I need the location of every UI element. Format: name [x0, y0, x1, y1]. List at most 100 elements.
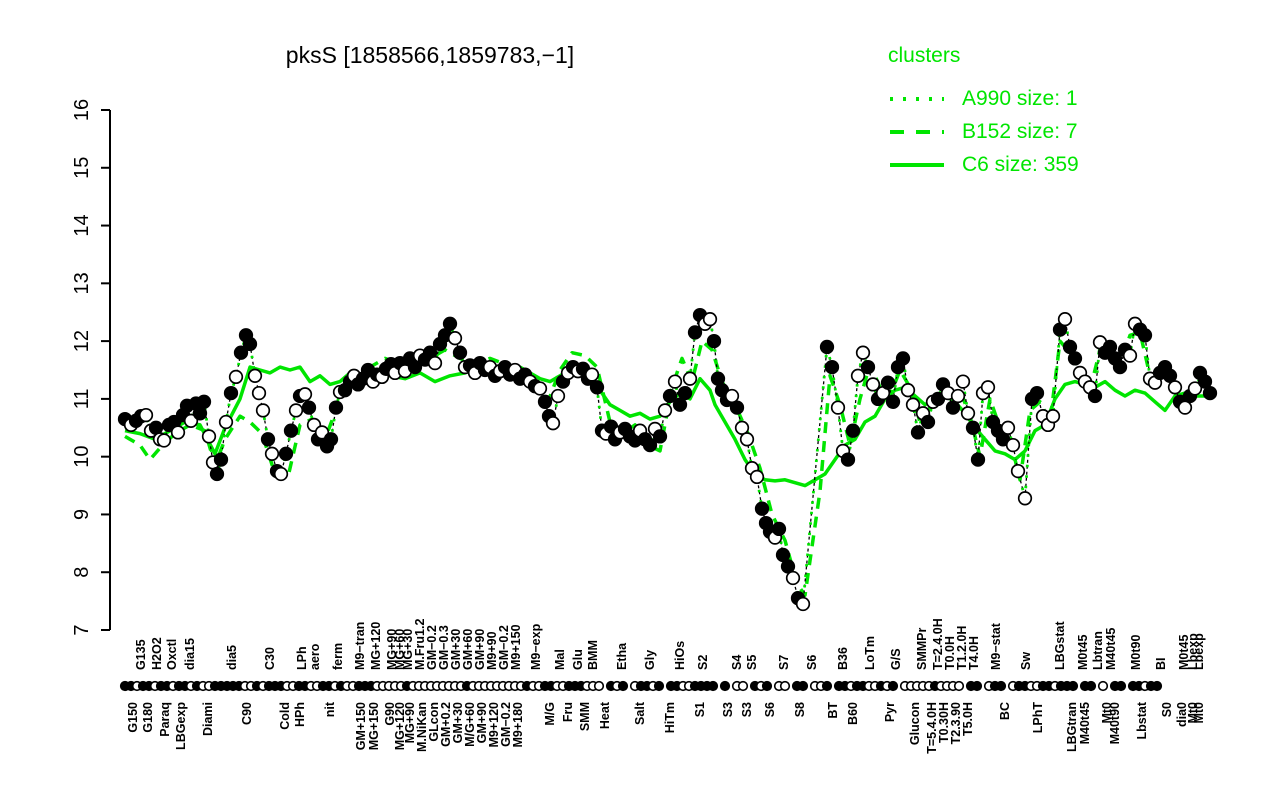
x-label-top: LBGstat	[1053, 621, 1067, 670]
gene-point-filled	[754, 501, 770, 516]
x-label-bottom: Diami	[201, 702, 215, 736]
x-label-bottom: GLcon	[427, 702, 441, 742]
gene-point-filled	[223, 385, 239, 401]
gene-point-filled	[920, 414, 936, 430]
gene-point-filled	[880, 375, 896, 390]
cluster-line-c6	[124, 365, 1205, 488]
gene-point-open	[228, 369, 244, 385]
x-label-bottom: S3	[721, 702, 735, 717]
x-label-bottom: M.NiKan	[415, 702, 429, 752]
gene-point-filled	[213, 452, 229, 467]
x-label-top: Mal	[553, 649, 567, 670]
gene-point-open	[183, 413, 199, 428]
x-label-top: B36	[836, 647, 850, 670]
gene-point-filled	[1197, 374, 1213, 389]
gene-point-filled	[1087, 388, 1103, 404]
gene-point-open	[247, 368, 263, 383]
x-label-bottom: GM+90	[475, 702, 489, 743]
gene-point-filled	[1029, 385, 1045, 401]
gene-point-open	[264, 446, 280, 461]
x-label-top: M40t45	[1104, 628, 1118, 670]
x-label-top: dia15	[183, 638, 197, 670]
strip-point-filled	[653, 680, 665, 692]
gene-point-filled	[775, 547, 791, 563]
x-label-bottom: G150	[126, 702, 140, 733]
x-label-top: G/S	[889, 648, 903, 670]
x-label-bottom: Paraq	[158, 702, 172, 737]
chart-title-text: pksS [1858566,1859783,−1]	[285, 42, 575, 68]
gene-point-open	[550, 388, 566, 404]
gene-point-filled	[233, 345, 249, 360]
x-label-top: HiOs	[673, 641, 687, 670]
gene-point-open	[1010, 463, 1026, 479]
x-label-top: S4	[730, 655, 744, 670]
gene-point-open	[201, 429, 217, 444]
gene-point-filled	[283, 423, 299, 438]
dashed-line-icon	[890, 129, 944, 134]
x-label-top: LPh	[295, 646, 309, 670]
x-label-top: GM+60	[461, 629, 475, 670]
dotted-line-icon	[890, 96, 944, 101]
x-label-bottom: G90	[383, 702, 397, 726]
x-label-bottom: M/G	[543, 702, 557, 726]
gene-point-open	[795, 596, 811, 612]
x-label-top: BI	[1154, 658, 1168, 671]
x-label-bottom: Heat	[598, 701, 612, 729]
x-label-bottom: HiTm	[663, 702, 677, 733]
legend-title: clusters	[888, 44, 961, 67]
gene-point-open	[1045, 409, 1061, 424]
strip-point-filled	[995, 680, 1007, 692]
gene-point-filled	[537, 394, 553, 409]
x-label-bottom: M/G+60	[463, 702, 477, 747]
gene-point-filled	[729, 400, 745, 415]
strip-point-filled	[887, 680, 899, 692]
legend-entry-b152: B152 size: 7	[888, 115, 1079, 148]
gene-point-filled	[442, 316, 458, 331]
x-label-top: M9+90	[485, 631, 499, 670]
x-label-bottom: C90	[240, 702, 254, 725]
gene-point-filled	[860, 359, 876, 375]
gene-point-filled	[910, 425, 926, 440]
x-label-top: T=2.4.0H	[931, 618, 945, 670]
x-label-top: MG+120	[369, 622, 383, 670]
strip-point-open	[1097, 680, 1109, 692]
gene-point-open	[170, 425, 186, 440]
x-label-top: LoTm	[863, 636, 877, 670]
page-title: pksS [1858566,1859783,−1]	[0, 42, 1280, 69]
x-label-top: Etha	[615, 642, 629, 670]
gene-point-open	[1187, 381, 1203, 396]
gene-point-open	[156, 433, 172, 448]
x-label-bottom: B60	[846, 702, 860, 725]
x-label-bottom: S0	[1160, 702, 1174, 717]
gene-point-open	[584, 367, 600, 382]
gene-point-filled	[965, 420, 981, 435]
x-label-bottom: Fru	[561, 702, 575, 722]
gene-point-filled	[885, 394, 901, 409]
gene-point-filled	[642, 437, 658, 453]
gene-point-filled	[407, 359, 423, 375]
gene-point-open	[734, 420, 750, 435]
x-label-bottom: dia0	[1175, 702, 1189, 727]
x-label-top: ferm	[331, 643, 345, 670]
gene-point-filled	[824, 359, 840, 375]
x-label-top: GM+90	[473, 629, 487, 670]
x-label-bottom: S6	[763, 702, 777, 717]
legend-label: B152 size: 7	[962, 119, 1078, 143]
gene-point-open	[218, 414, 234, 430]
x-label-top: aero	[308, 643, 322, 670]
x-label-bottom: Mt0	[1192, 702, 1206, 724]
x-label-top: Gly	[643, 650, 657, 670]
x-label-bottom: BT	[826, 702, 840, 719]
gene-point-filled	[945, 400, 961, 415]
x-label-bottom: Mt0	[1186, 702, 1200, 724]
x-label-top: M0t45	[1177, 635, 1191, 670]
gene-point-open	[1167, 380, 1183, 395]
gene-point-open	[657, 403, 673, 418]
gene-point-filled	[1062, 339, 1078, 355]
x-label-top: MG+60	[393, 629, 407, 670]
gene-point-filled	[840, 452, 856, 467]
gene-point-open	[545, 416, 561, 431]
x-label-bottom: MG+150	[367, 702, 381, 750]
x-label-top: M9−stat	[989, 622, 1003, 670]
